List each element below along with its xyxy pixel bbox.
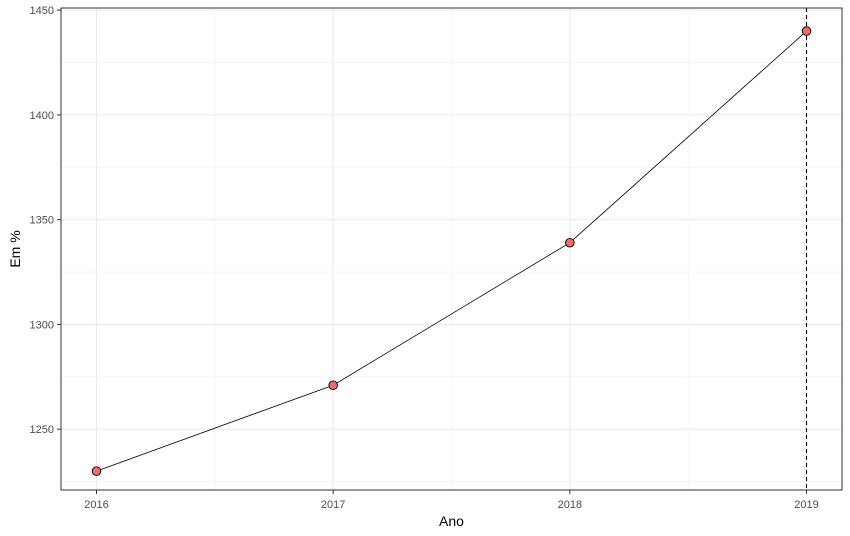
x-axis: 2016 2017 2018 2019 xyxy=(84,490,819,511)
y-axis-title: Em % xyxy=(7,230,23,267)
x-axis-title: Ano xyxy=(439,513,464,529)
x-tick-label: 2019 xyxy=(794,499,818,511)
data-point xyxy=(328,380,338,390)
y-tick-label: 1450 xyxy=(30,5,54,17)
data-point xyxy=(801,26,812,36)
y-tick-label: 1300 xyxy=(30,319,54,331)
panel-border xyxy=(60,7,843,491)
data-point xyxy=(91,466,102,476)
data-points xyxy=(91,26,812,476)
y-tick-label: 1400 xyxy=(30,110,54,122)
y-axis: 1250 1300 1350 1400 1450 xyxy=(30,5,61,436)
y-tick-label: 1350 xyxy=(30,215,54,227)
data-point xyxy=(565,237,575,248)
y-tick-label: 1250 xyxy=(30,424,54,436)
x-tick-label: 2018 xyxy=(558,499,582,511)
series-line xyxy=(96,30,807,472)
x-tick-label: 2017 xyxy=(321,499,345,511)
grid xyxy=(61,8,842,490)
x-tick-label: 2016 xyxy=(84,499,108,511)
